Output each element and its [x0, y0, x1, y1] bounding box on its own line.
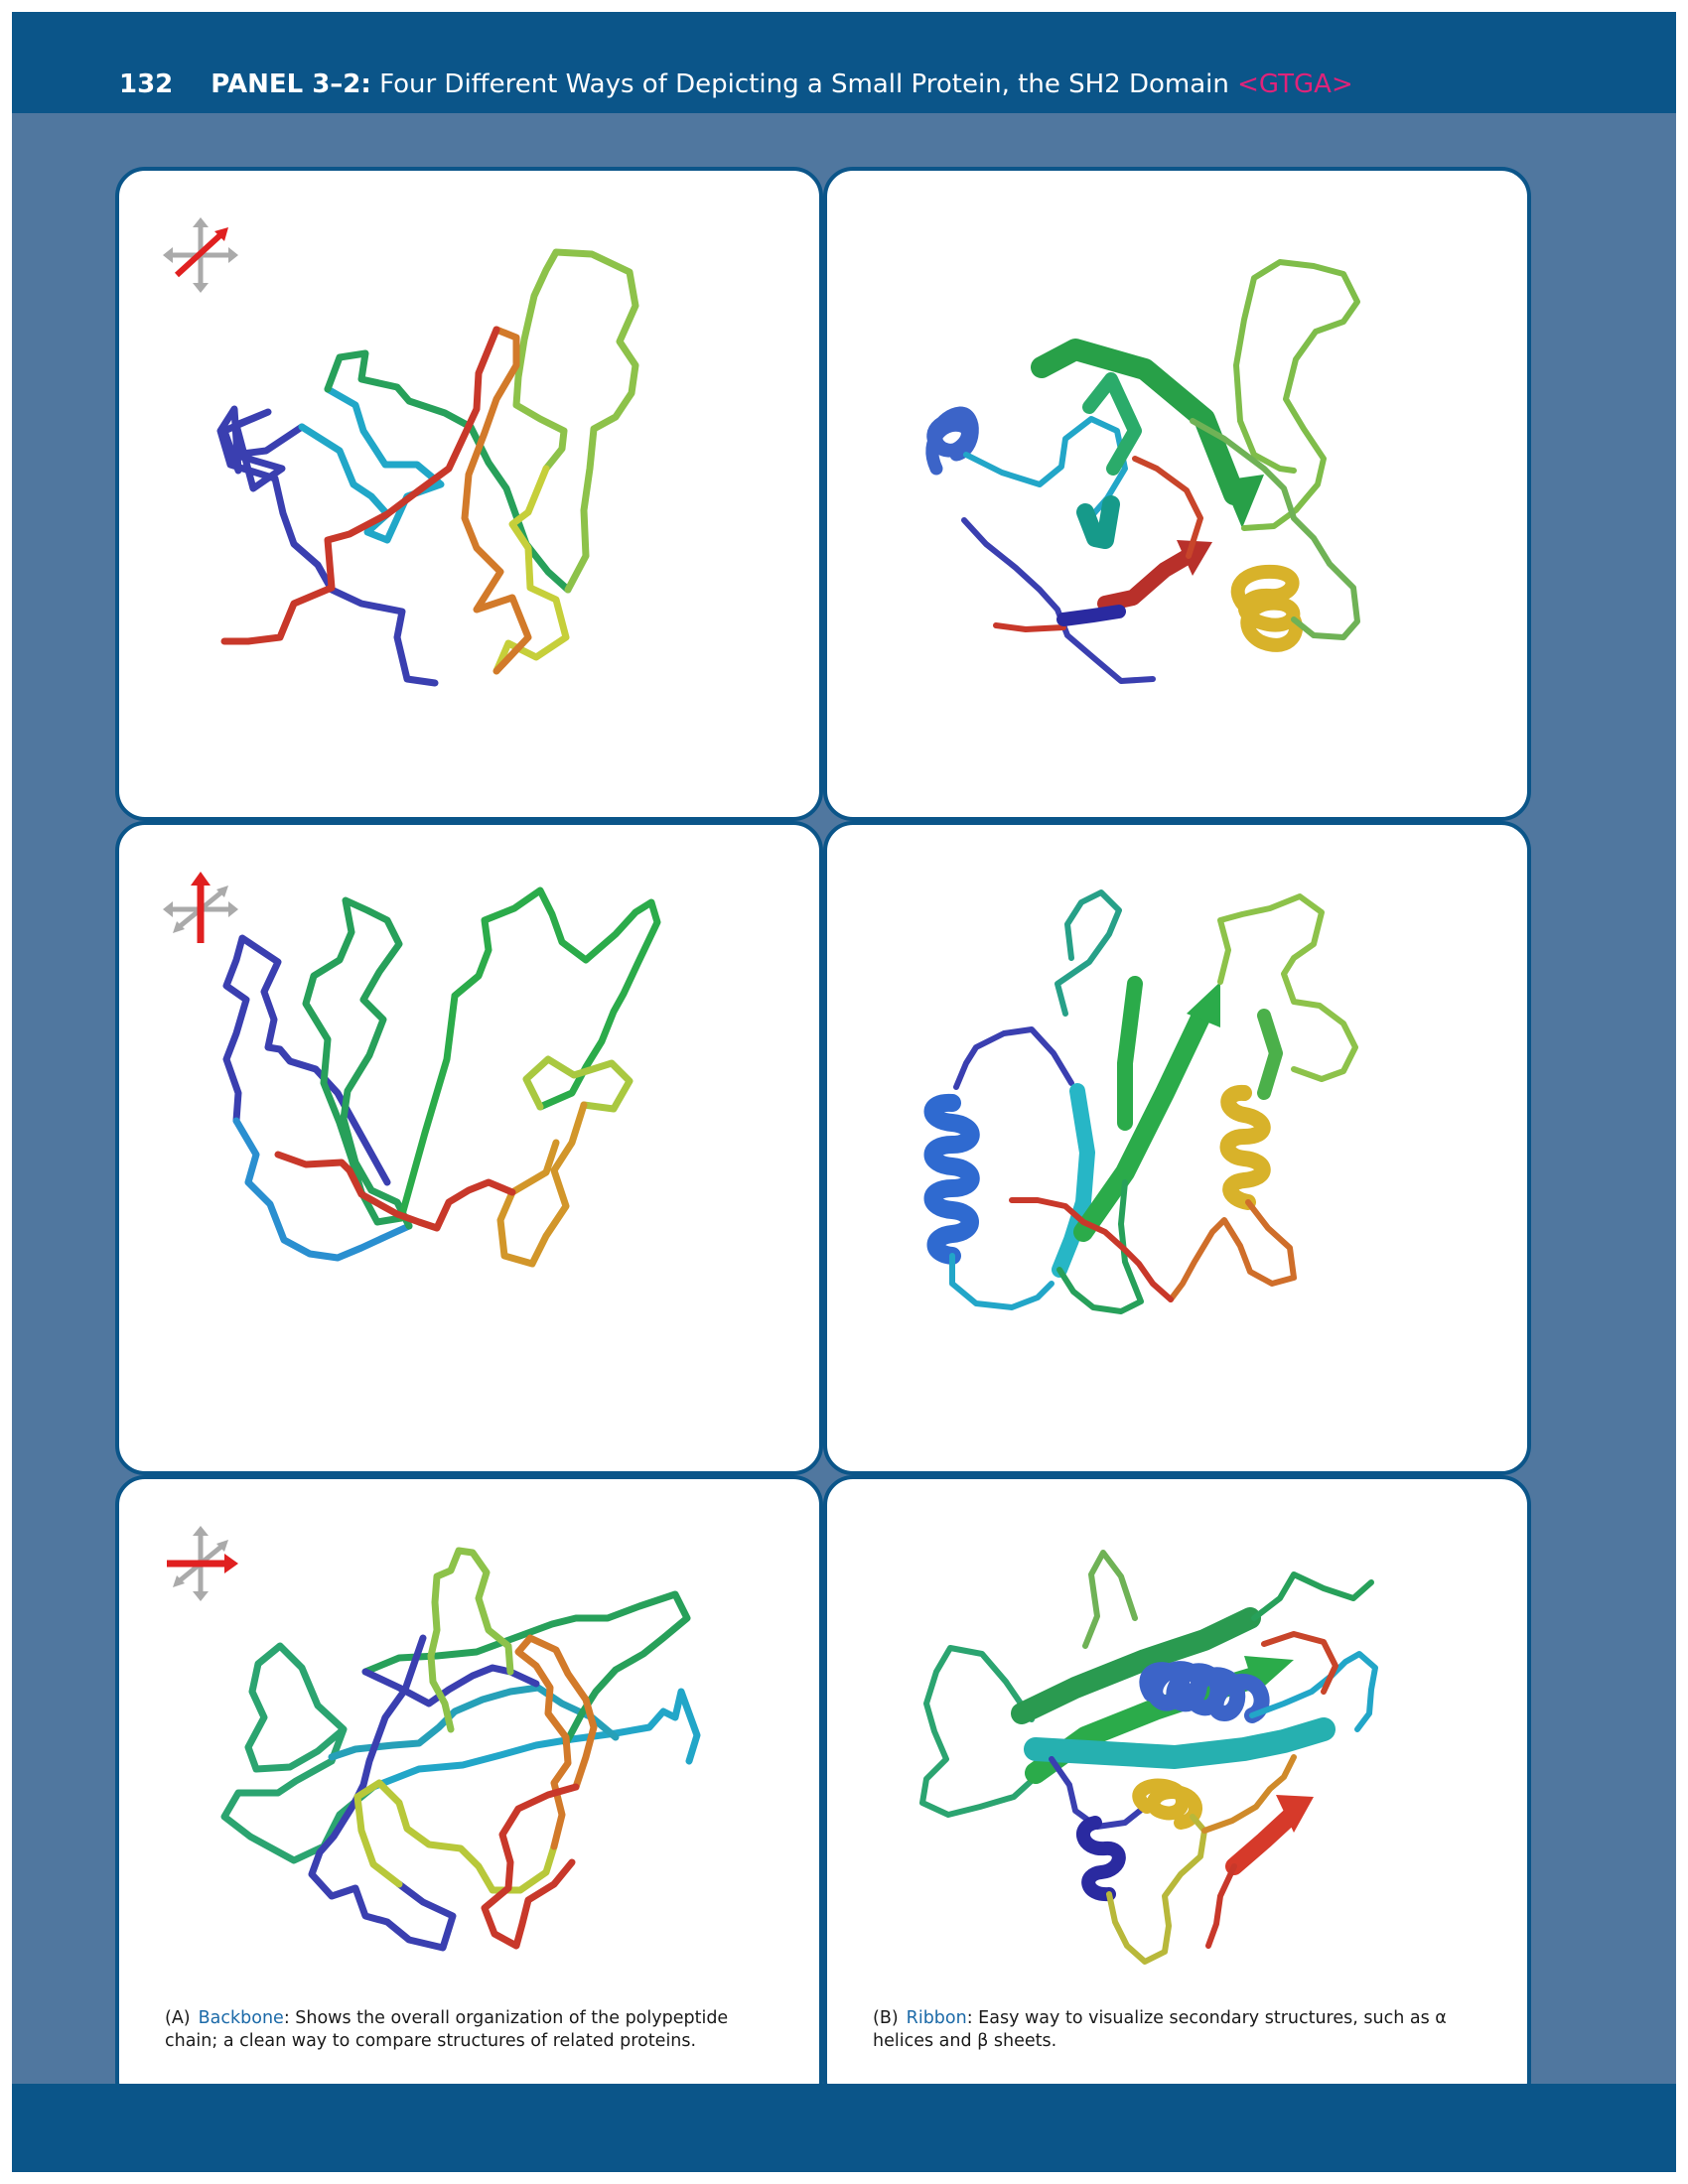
backbone-segment — [496, 1101, 588, 1268]
beta-strand — [1076, 495, 1120, 549]
page-header: 132 PANEL 3–2: Four Different Ways of Dep… — [119, 69, 1353, 99]
backbone-segment — [369, 1688, 701, 1791]
caption-letter: (A) — [165, 2008, 191, 2028]
ribbon-coil — [993, 622, 1066, 632]
backbone-segment — [308, 1634, 457, 1952]
backbone-panel-view-3: (A) Backbone: Shows the overall organizat… — [115, 1475, 823, 2111]
beta-strand — [1082, 372, 1142, 476]
backbone-structure-1 — [216, 248, 639, 687]
beta-strand — [1031, 339, 1245, 505]
beta-strand — [1225, 1808, 1299, 1875]
page-number: 132 — [119, 69, 174, 99]
caption-text: : Shows the overall organization of the … — [165, 2008, 729, 2051]
beta-strand — [1117, 976, 1143, 1131]
backbone-segment — [512, 248, 639, 594]
ribbon-coil — [1249, 1651, 1378, 1732]
ribbon-coil — [1261, 1631, 1338, 1695]
backbone-caption: (A) Backbone: Shows the overall organizat… — [165, 2007, 771, 2053]
backbone-segment — [328, 1684, 620, 1761]
alpha-helix — [1076, 1816, 1126, 1902]
ribbon-coil — [1233, 259, 1360, 531]
backbone-segment — [361, 1590, 691, 1747]
alpha-helix — [1139, 1661, 1270, 1723]
ribbon-coil — [1106, 1814, 1207, 1965]
axes-icon-vertical — [161, 870, 240, 949]
caption-letter: (B) — [873, 2008, 899, 2028]
ribbon-panel-view-2 — [823, 821, 1531, 1475]
footer-band — [12, 2084, 1676, 2172]
ribbon-caption: (B) Ribbon: Easy way to visualize seconda… — [873, 2007, 1478, 2053]
beta-strand — [1257, 1009, 1283, 1100]
backbone-structure-2 — [222, 887, 661, 1268]
ribbon-coil — [953, 1026, 1074, 1090]
beta-strand — [1097, 548, 1196, 612]
caption-term: Ribbon — [906, 2008, 967, 2028]
header-band — [12, 12, 1676, 113]
ribbon-coil — [1082, 1550, 1138, 1649]
ribbon-panel-view-3: (B) Ribbon: Easy way to visualize seconda… — [823, 1475, 1531, 2111]
ribbon-coil — [1190, 418, 1360, 640]
arrow-head — [1222, 475, 1264, 528]
backbone-panel-view-2 — [115, 821, 823, 1475]
ribbon-coil — [919, 1645, 1056, 1818]
ribbon-structure-1 — [925, 259, 1360, 684]
backbone-segment — [427, 1547, 514, 1733]
caption-term: Backbone — [198, 2008, 284, 2028]
ribbon-coil — [1201, 1754, 1297, 1834]
beta-strand — [1073, 1004, 1212, 1242]
axes-icon-horizontal — [161, 1524, 240, 1603]
backbone-segment — [481, 1783, 580, 1950]
backbone-segment — [216, 405, 439, 687]
caption-text: : Easy way to visualize secondary struct… — [873, 2008, 1447, 2051]
alpha-helix — [1219, 1084, 1271, 1210]
tag-link[interactable]: <GTGA> — [1237, 69, 1353, 99]
alpha-helix — [925, 406, 979, 476]
backbone-segment — [514, 1634, 598, 1850]
ribbon-coil — [1132, 456, 1203, 559]
backbone-segment — [220, 326, 500, 645]
beta-strand — [1056, 605, 1126, 626]
backbone-structure-3 — [220, 1547, 701, 1952]
ribbon-coil — [1217, 893, 1358, 1082]
ribbon-coil — [963, 416, 1128, 517]
alpha-helix — [1132, 1778, 1202, 1830]
arrow-head — [1187, 982, 1220, 1027]
backbone-segment — [492, 465, 570, 675]
ribbon-coil — [1205, 1863, 1237, 1949]
ribbon-structure-3 — [919, 1550, 1378, 1965]
backbone-segment — [522, 1055, 633, 1113]
backbone-segment — [232, 1117, 413, 1262]
arrow-head — [1177, 540, 1212, 576]
beta-strand — [1011, 1607, 1261, 1724]
backbone-segment — [222, 934, 391, 1186]
ribbon-coil — [1056, 1179, 1144, 1314]
ribbon-coil — [1251, 1571, 1374, 1621]
backbone-segment — [353, 1779, 558, 1894]
backbone-segment — [461, 326, 532, 675]
backbone-segment — [274, 1151, 516, 1232]
beta-strand — [1024, 1717, 1336, 1769]
backbone-segment — [298, 385, 445, 544]
ribbon-structure-2 — [923, 889, 1358, 1314]
arrow-head — [1276, 1795, 1314, 1833]
alpha-helix — [1230, 564, 1303, 652]
ribbon-coil — [1009, 1197, 1174, 1302]
ribbon-coil — [961, 517, 1156, 684]
ribbon-coil — [949, 1253, 1055, 1310]
ribbon-coil — [1168, 1199, 1297, 1302]
page-title: Four Different Ways of Depicting a Small… — [379, 69, 1229, 99]
backbone-panel-view-1 — [115, 167, 823, 821]
panel-label: PANEL 3–2: — [211, 69, 371, 99]
alpha-helix — [923, 1093, 980, 1265]
ribbon-panel-view-1 — [823, 167, 1531, 821]
ribbon-coil — [1055, 889, 1122, 1017]
backbone-segment — [397, 887, 661, 1222]
backbone-segment — [302, 896, 413, 1230]
axes-icon-diagonal — [161, 215, 240, 295]
backbone-segment — [220, 1642, 377, 1864]
beta-strand — [1052, 1083, 1095, 1278]
